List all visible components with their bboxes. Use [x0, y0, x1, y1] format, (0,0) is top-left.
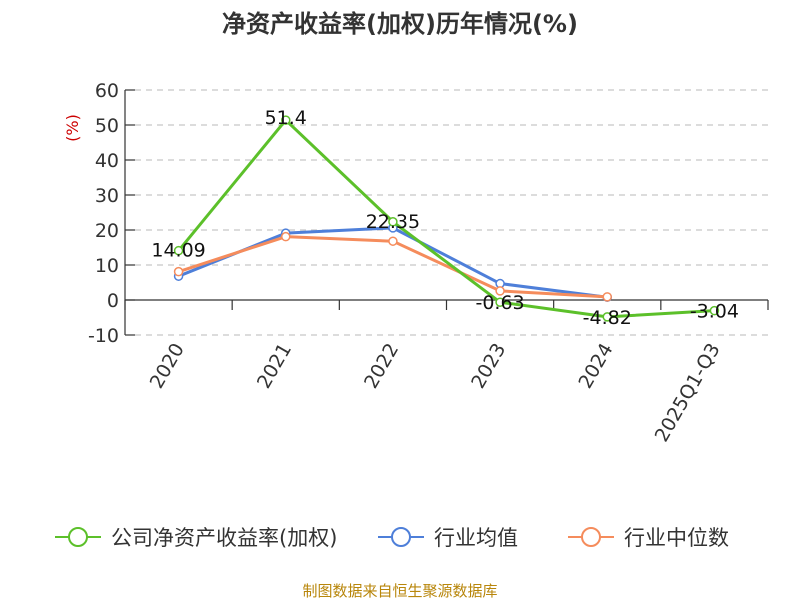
- data-point: [173, 266, 184, 277]
- data-label: 22.35: [366, 211, 420, 233]
- legend-marker: [391, 527, 411, 547]
- data-label: -3.04: [690, 301, 739, 323]
- y-tick-label: 0: [107, 290, 119, 312]
- y-tick-label: 30: [95, 185, 119, 207]
- chart-title: 净资产收益率(加权)历年情况(%): [222, 10, 578, 38]
- legend: 公司净资产收益率(加权) 行业均值 行业中位数: [55, 526, 729, 550]
- x-tick-label: 2024: [574, 340, 617, 393]
- data-point: [709, 305, 720, 316]
- legend-label: 行业均值: [434, 526, 518, 550]
- y-tick-label: 40: [95, 150, 119, 172]
- x-tick-label: 2021: [253, 340, 296, 393]
- data-point: [602, 292, 612, 302]
- y-tick-label: 50: [95, 115, 119, 137]
- grid-lines: [135, 89, 768, 336]
- legend-label: 公司净资产收益率(加权): [111, 526, 337, 550]
- data-labels: 14.09 51.4 22.35 -0.63 -4.82 -3.04: [151, 107, 739, 329]
- data-point: [495, 297, 505, 307]
- data-label: -4.82: [583, 307, 632, 329]
- axes: 60 50 40 30 20 10 0 -10 2020 2021 2022 2023 2024 2025…: [88, 80, 769, 446]
- legend-marker: [581, 527, 601, 547]
- y-tick-label: 20: [95, 220, 119, 242]
- x-tick-label: 2023: [467, 340, 510, 393]
- y-axis-unit-label: (%): [63, 114, 82, 142]
- source-note: 制图数据来自恒生聚源数据库: [302, 582, 497, 600]
- legend-marker: [68, 527, 88, 547]
- data-label: 51.4: [265, 107, 307, 129]
- data-point: [388, 217, 398, 227]
- series-line-0: [177, 118, 715, 319]
- x-tick-label: 2020: [146, 340, 189, 393]
- series-group: [173, 115, 720, 322]
- data-point: [281, 231, 291, 242]
- y-tick-label: 60: [95, 80, 119, 102]
- legend-label: 行业中位数: [624, 526, 729, 550]
- data-label: 14.09: [151, 240, 205, 262]
- data-point: [602, 312, 612, 322]
- data-point: [173, 245, 184, 256]
- data-point: [281, 115, 291, 125]
- y-tick-label: -10: [88, 325, 119, 347]
- y-tick-label: 10: [95, 255, 119, 277]
- x-tick-label: 2022: [360, 340, 403, 393]
- data-point: [388, 236, 398, 246]
- data-label: -0.63: [475, 292, 524, 314]
- x-tick-label: 2025Q1-Q3: [651, 340, 725, 446]
- data-point: [495, 286, 505, 296]
